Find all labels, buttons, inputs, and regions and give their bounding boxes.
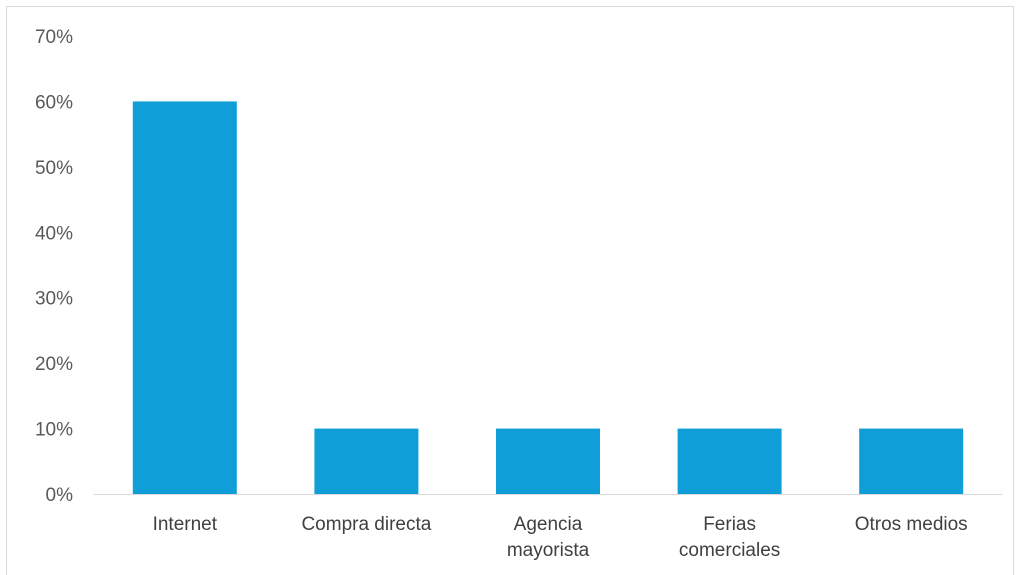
bars [132, 101, 964, 494]
chart-frame [6, 6, 1014, 575]
x-category-label-line: Compra directa [301, 514, 431, 535]
x-category-label: Internet [153, 514, 218, 535]
x-category-label-line: Ferias [703, 514, 756, 535]
x-category-label: Compra directa [301, 514, 431, 535]
y-tick-label: 20% [35, 354, 73, 375]
y-tick-label: 0% [46, 485, 74, 506]
y-tick-label: 70% [35, 27, 73, 48]
x-category-label-line: Otros medios [855, 514, 968, 535]
y-tick-label: 60% [35, 92, 73, 113]
x-axis-labels: Internet Compra directa Agencia mayorista Fe… [153, 514, 968, 561]
x-category-label-line: Agencia [514, 514, 583, 535]
y-axis-ticks: 0% 10% 20% 30% 40% 50% 60% 70% [35, 27, 73, 506]
bar [496, 428, 600, 494]
y-tick-label: 50% [35, 158, 73, 179]
x-category-label: Agencia mayorista [507, 514, 590, 561]
bar [314, 428, 419, 494]
y-tick-label: 40% [35, 223, 73, 244]
x-category-label: Ferias comerciales [679, 514, 780, 561]
y-tick-label: 10% [35, 420, 73, 441]
x-category-label: Otros medios [855, 514, 968, 535]
bar [132, 101, 237, 494]
bar [677, 428, 782, 494]
x-category-label-line: Internet [153, 514, 218, 535]
x-category-label-line: comerciales [679, 540, 780, 561]
x-category-label-line: mayorista [507, 540, 590, 561]
y-tick-label: 30% [35, 289, 73, 310]
bar [859, 428, 964, 494]
